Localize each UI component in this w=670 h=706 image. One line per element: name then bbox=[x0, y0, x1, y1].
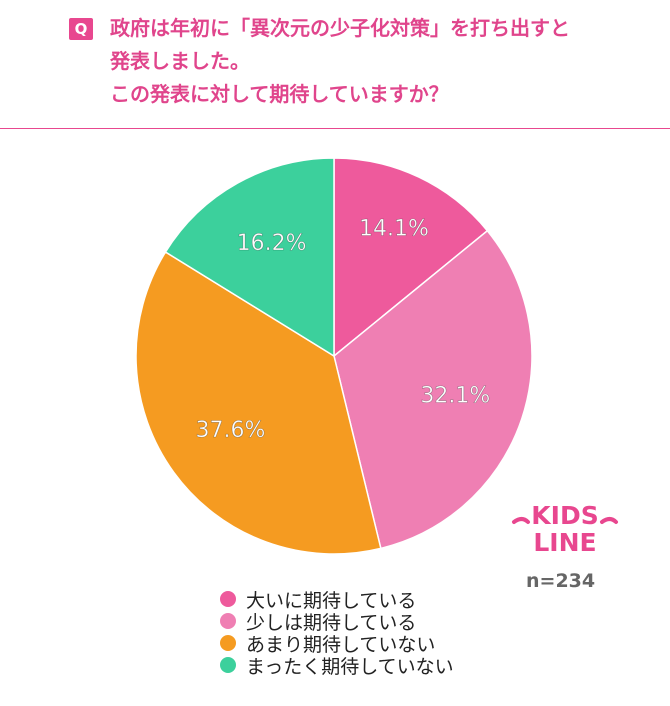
legend-swatch bbox=[220, 613, 236, 629]
header-divider bbox=[0, 128, 670, 129]
legend-swatch bbox=[220, 591, 236, 607]
legend-item: あまり期待していない bbox=[220, 632, 454, 656]
pie-slice bbox=[333, 229, 533, 550]
slice-data-label: 16.2% bbox=[237, 231, 307, 256]
legend-item: 少しは期待している bbox=[220, 610, 454, 634]
slice-data-label: 14.1% bbox=[359, 217, 429, 242]
kids-line-logo: KIDS LINE bbox=[512, 501, 618, 557]
slice-data-label: 32.1% bbox=[420, 384, 490, 409]
logo-line-1: KIDS bbox=[531, 501, 598, 530]
chart-legend: 大いに期待している 少しは期待している あまり期待していない まったく期待してい… bbox=[220, 588, 454, 678]
pie-slice bbox=[135, 250, 382, 555]
legend-label: 少しは期待している bbox=[246, 611, 417, 634]
legend-swatch bbox=[220, 657, 236, 673]
legend-label: あまり期待していない bbox=[246, 633, 436, 656]
question-line-3: この発表に対して期待していますか？ bbox=[110, 82, 449, 106]
question-line-2: 発表しました。 bbox=[110, 49, 250, 73]
question-line-1: 政府は年初に「異次元の少子化対策」を打ち出すと bbox=[110, 16, 570, 40]
slice-data-label: 37.6% bbox=[196, 418, 266, 443]
legend-label: まったく期待していない bbox=[246, 655, 454, 678]
sample-size: n=234 bbox=[526, 570, 596, 592]
legend-swatch bbox=[220, 635, 236, 651]
legend-item: 大いに期待している bbox=[220, 588, 454, 612]
pie-slice bbox=[333, 157, 489, 358]
question-header: Q 政府は年初に「異次元の少子化対策」を打ち出すと 発表しました。 この発表に対… bbox=[0, 0, 670, 128]
question-badge: Q bbox=[69, 18, 93, 40]
legend-item: まったく期待していない bbox=[220, 654, 454, 678]
pie-slice bbox=[164, 157, 335, 358]
question-text: 政府は年初に「異次元の少子化対策」を打ち出すと 発表しました。 この発表に対して… bbox=[110, 12, 570, 111]
legend-label: 大いに期待している bbox=[246, 589, 417, 612]
logo-line-2: LINE bbox=[533, 528, 596, 557]
